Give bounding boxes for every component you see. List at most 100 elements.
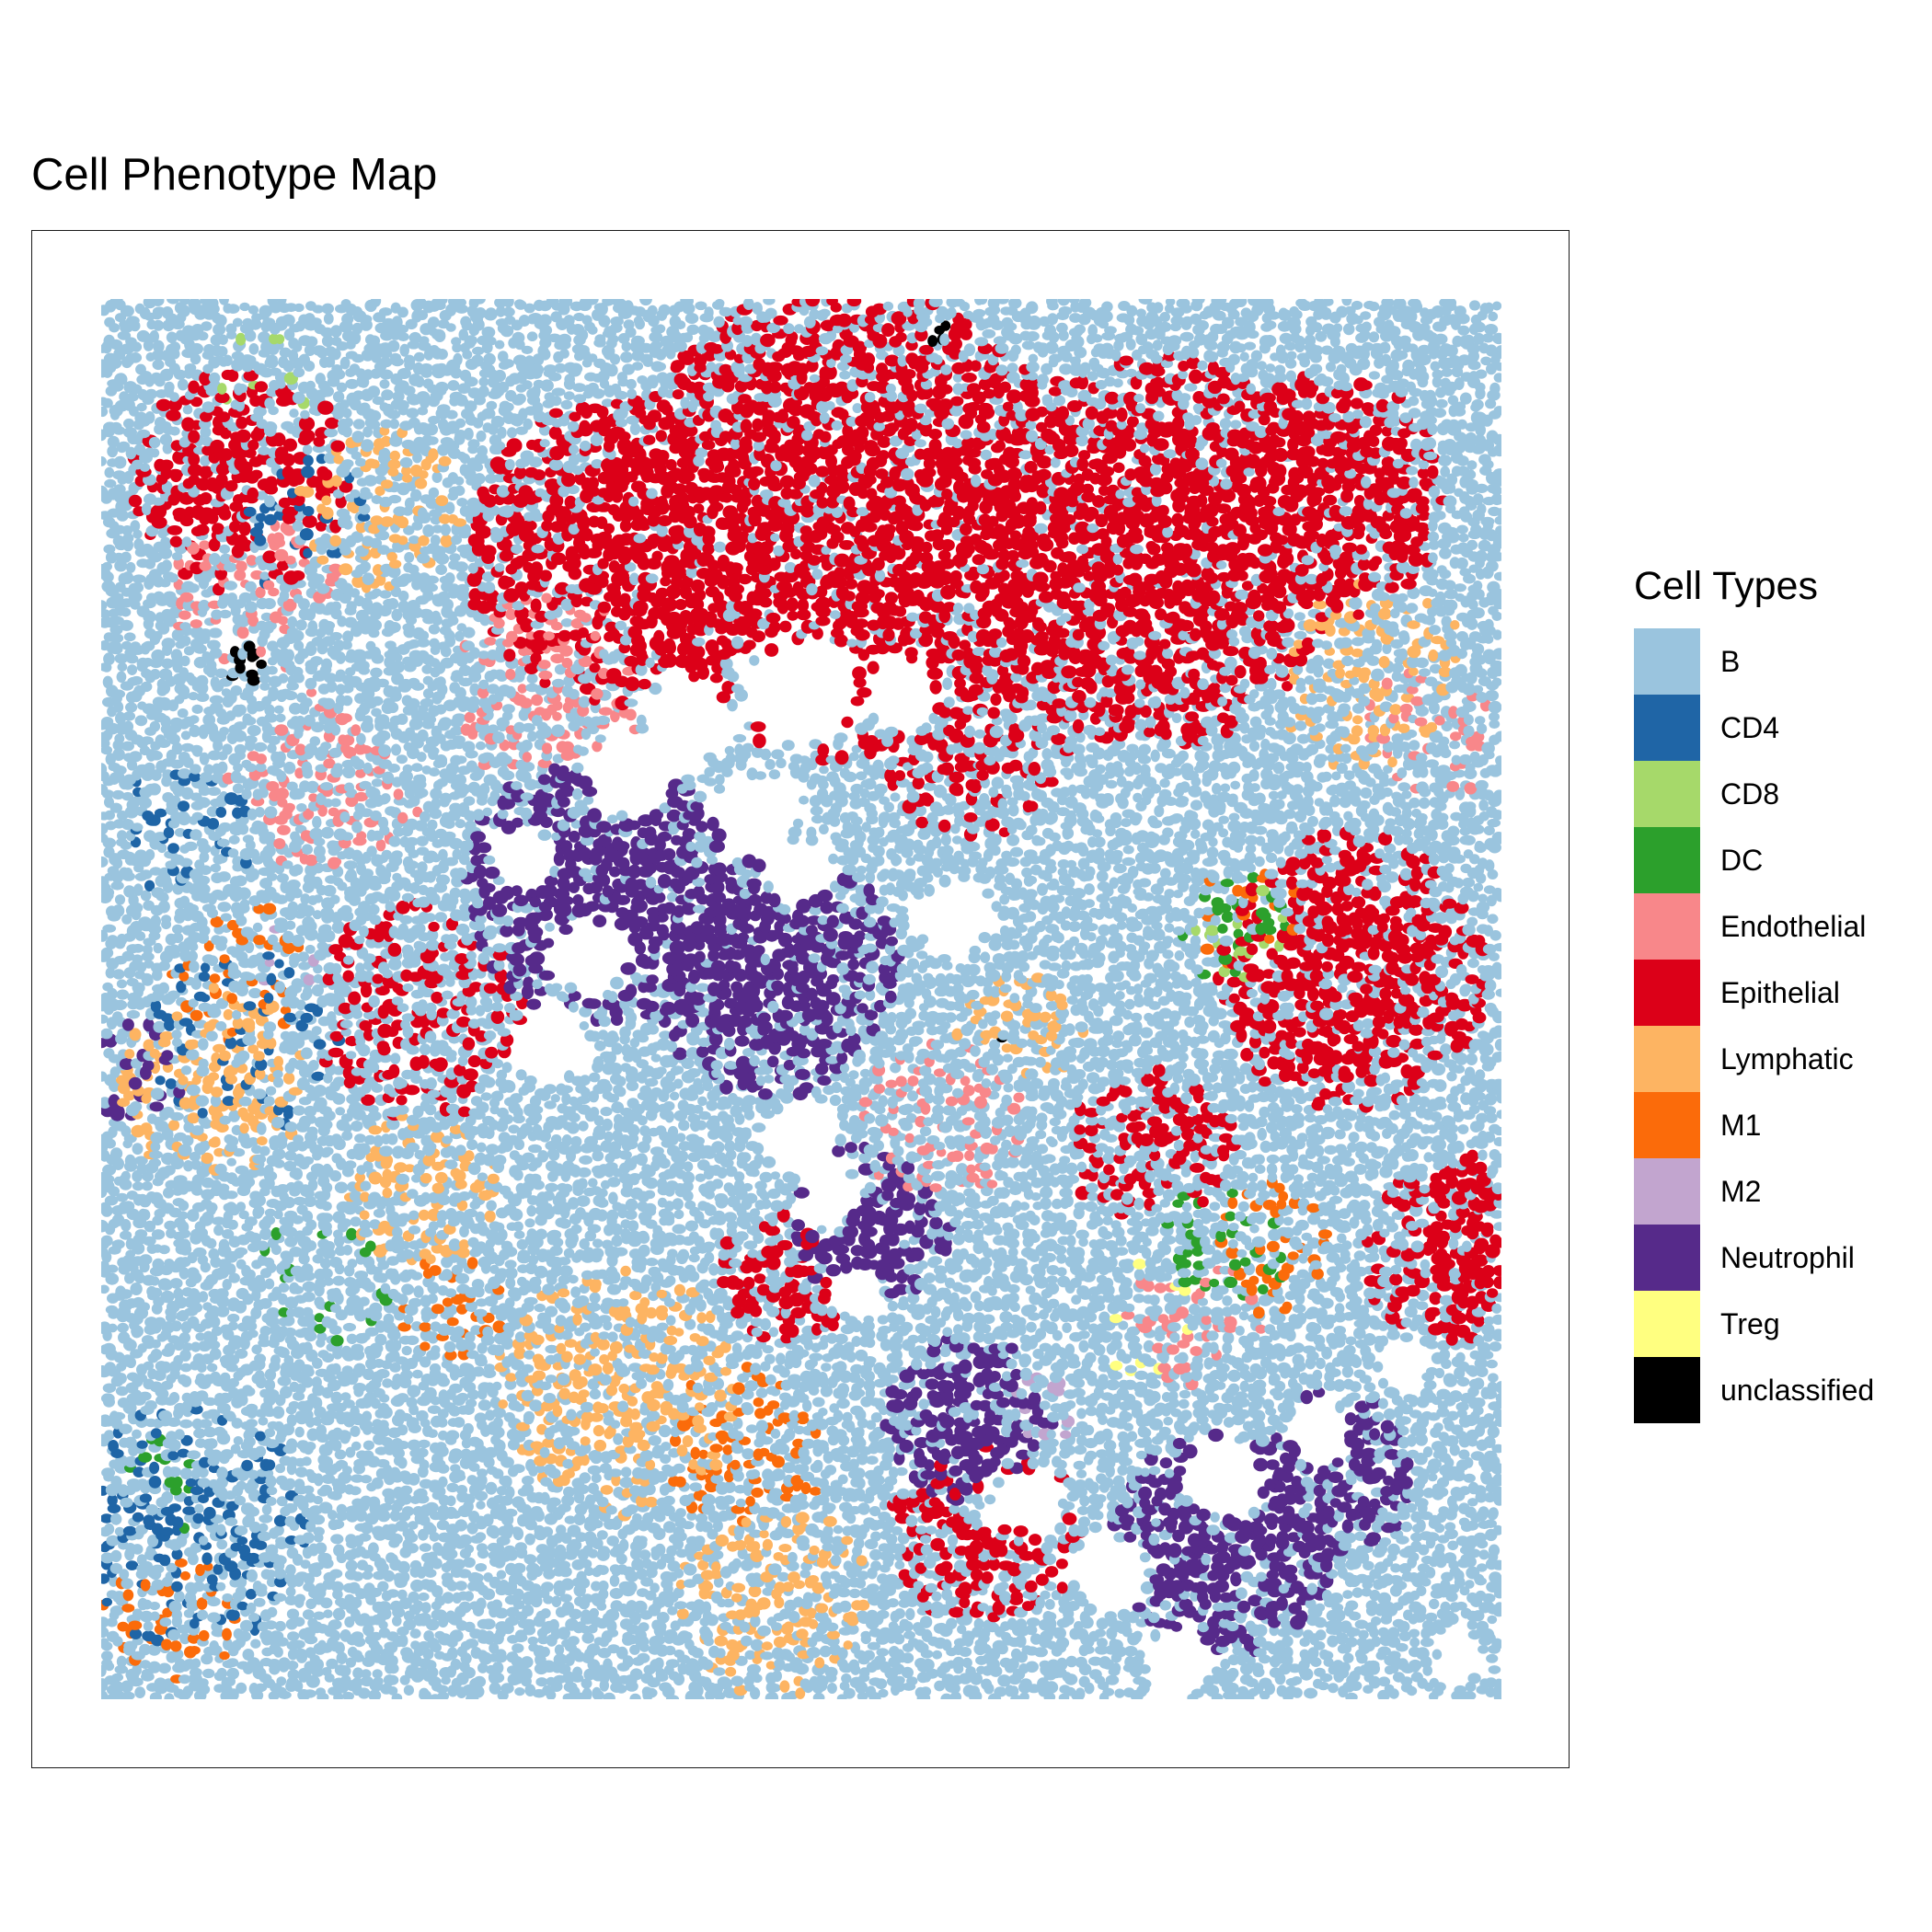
cell-point — [949, 1691, 961, 1699]
cell-point — [815, 1603, 829, 1614]
cell-point — [1098, 1354, 1110, 1367]
cell-point — [1474, 1485, 1487, 1497]
cell-point — [431, 1345, 441, 1355]
cell-point — [1122, 1393, 1136, 1404]
cell-point — [323, 1374, 337, 1383]
cell-point — [592, 1686, 602, 1699]
cell-point — [1428, 1458, 1442, 1470]
cell-point — [1019, 1692, 1029, 1699]
cell-point — [301, 1456, 312, 1466]
cell-point — [716, 1648, 726, 1659]
cell-point — [609, 1574, 620, 1587]
cell-point — [216, 1466, 228, 1480]
cell-point — [1075, 1656, 1087, 1668]
cell-point — [1386, 1387, 1400, 1399]
cell-point — [449, 1629, 464, 1642]
cell-point — [294, 1426, 305, 1438]
cell-point — [351, 1608, 361, 1622]
cell-point — [1265, 1533, 1277, 1547]
cell-point — [673, 1673, 685, 1686]
cell-point — [1112, 1475, 1125, 1488]
cell-point — [1124, 1364, 1137, 1374]
cell-point — [767, 1692, 779, 1699]
cell-point — [1027, 1457, 1040, 1470]
cell-point — [484, 1630, 495, 1642]
cell-point — [560, 1578, 574, 1591]
cell-point — [1064, 1686, 1076, 1696]
cell-point — [1075, 1687, 1086, 1699]
cell-point — [1103, 1440, 1117, 1452]
cell-point — [673, 1601, 687, 1610]
cell-point — [329, 1640, 341, 1652]
cell-point — [1055, 1459, 1067, 1470]
cell-point — [111, 1411, 126, 1420]
cell-point — [101, 1650, 113, 1662]
cell-point — [116, 1655, 127, 1668]
cell-point — [110, 1681, 124, 1694]
cell-point — [254, 1353, 267, 1364]
cell-point — [920, 1686, 932, 1696]
cell-point — [330, 1581, 344, 1593]
cell-point — [318, 1501, 333, 1514]
cell-point — [504, 1508, 518, 1517]
cell-point — [1249, 1363, 1262, 1375]
cell-point — [287, 1669, 300, 1681]
cell-point — [1226, 1355, 1237, 1365]
cell-point — [381, 1437, 393, 1447]
cell-point — [503, 1412, 515, 1422]
cell-point — [303, 1341, 313, 1355]
cell-point — [340, 1392, 351, 1402]
cell-point — [1248, 1506, 1260, 1519]
cell-point — [1027, 1439, 1041, 1452]
cell-point — [809, 1487, 822, 1496]
cell-point — [689, 1482, 702, 1492]
cell-point — [266, 1496, 277, 1506]
cell-point — [662, 1583, 673, 1595]
cell-point — [1167, 1344, 1179, 1355]
cell-point — [357, 1687, 371, 1699]
cell-point — [225, 1412, 236, 1422]
cell-point — [521, 1668, 533, 1681]
cell-point — [434, 1630, 445, 1639]
cell-point — [397, 1456, 408, 1469]
cell-point — [174, 1591, 185, 1603]
cell-point — [589, 1412, 604, 1422]
cell-point — [1345, 1692, 1358, 1699]
cell-point — [299, 1363, 314, 1374]
cell-point — [445, 1610, 456, 1624]
cell-point — [258, 1523, 269, 1533]
cell-point — [1040, 1590, 1051, 1600]
cell-point — [209, 1449, 223, 1463]
cell-point — [578, 1389, 590, 1398]
cell-point — [1098, 1374, 1109, 1385]
cell-point — [192, 1512, 204, 1524]
cell-point — [284, 1478, 296, 1489]
cell-point — [911, 1358, 923, 1371]
cell-point — [1206, 1524, 1220, 1535]
cell-point — [168, 1503, 181, 1512]
cell-point — [169, 1640, 182, 1652]
cell-point — [764, 1353, 776, 1364]
cell-point — [1349, 1381, 1362, 1393]
cell-point — [326, 1658, 339, 1670]
cell-point — [595, 1403, 609, 1414]
cell-point — [521, 1656, 534, 1669]
cell-point — [1417, 1677, 1428, 1689]
cell-point — [661, 1685, 675, 1698]
cell-point — [934, 1680, 946, 1692]
cell-point — [438, 1476, 448, 1488]
cell-point — [597, 1546, 611, 1557]
cell-point — [581, 1687, 592, 1699]
cell-point — [1062, 1512, 1077, 1525]
cell-point — [1357, 1496, 1370, 1508]
cell-point — [896, 1488, 910, 1500]
cell-point — [219, 1650, 230, 1661]
cell-point — [414, 1488, 428, 1500]
cell-point — [149, 1381, 164, 1393]
cell-point — [395, 1520, 409, 1532]
cell-point — [616, 1646, 628, 1660]
cell-point — [144, 1400, 157, 1411]
cell-point — [1348, 1392, 1361, 1401]
cell-point — [506, 1428, 521, 1441]
cell-point — [913, 1581, 924, 1590]
